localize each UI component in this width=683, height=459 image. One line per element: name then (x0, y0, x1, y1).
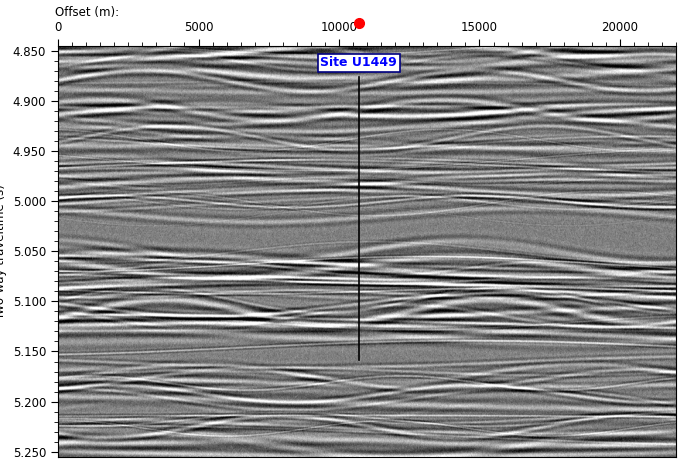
Text: Site U1449: Site U1449 (320, 56, 397, 69)
Text: Offset (m):: Offset (m): (55, 6, 119, 19)
Y-axis label: Two-way traveltime (s): Two-way traveltime (s) (0, 184, 8, 319)
